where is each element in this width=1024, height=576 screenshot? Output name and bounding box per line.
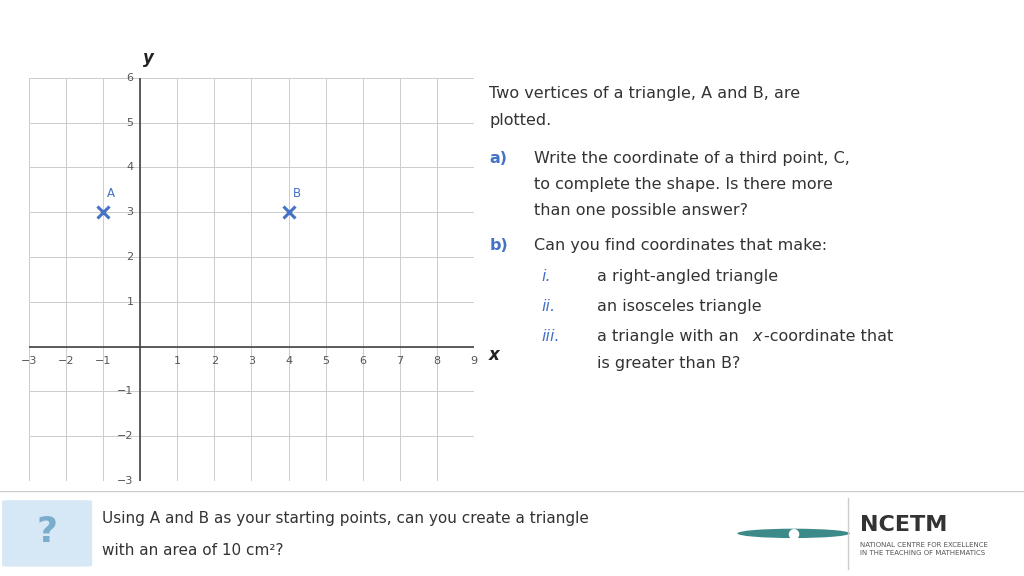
Circle shape [737, 529, 850, 538]
Text: iii.: iii. [542, 329, 560, 344]
Text: Checkpoint 6: Triangle possibilities: Checkpoint 6: Triangle possibilities [16, 26, 484, 50]
Text: plotted.: plotted. [489, 113, 552, 128]
Text: is greater than B?: is greater than B? [597, 356, 740, 371]
Text: 3: 3 [126, 207, 133, 217]
Text: with an area of 10 cm²?: with an area of 10 cm²? [102, 543, 284, 558]
Text: ii.: ii. [542, 299, 556, 314]
Text: −3: −3 [117, 476, 133, 486]
Text: a triangle with an: a triangle with an [597, 329, 743, 344]
Text: 1: 1 [174, 357, 180, 366]
Text: 2: 2 [211, 357, 218, 366]
Text: 4: 4 [285, 357, 292, 366]
Text: Can you find coordinates that make:: Can you find coordinates that make: [534, 238, 827, 253]
Text: x: x [753, 329, 762, 344]
Text: −1: −1 [117, 386, 133, 396]
Text: an isosceles triangle: an isosceles triangle [597, 299, 761, 314]
Text: 6: 6 [126, 73, 133, 83]
Text: -coordinate that: -coordinate that [764, 329, 893, 344]
Text: 6: 6 [359, 357, 367, 366]
Text: 5: 5 [126, 118, 133, 127]
Text: i.: i. [542, 269, 551, 284]
Text: a): a) [489, 151, 508, 166]
Text: 4: 4 [126, 162, 133, 172]
Text: NATIONAL CENTRE FOR EXCELLENCE
IN THE TEACHING OF MATHEMATICS: NATIONAL CENTRE FOR EXCELLENCE IN THE TE… [860, 541, 988, 556]
Text: 9: 9 [471, 357, 477, 366]
Text: 3: 3 [248, 357, 255, 366]
Text: to complete the shape. Is there more: to complete the shape. Is there more [534, 177, 833, 192]
Text: y: y [142, 48, 154, 67]
Text: 1: 1 [126, 297, 133, 307]
Text: b): b) [489, 238, 508, 253]
Text: −2: −2 [57, 357, 74, 366]
Text: 5: 5 [323, 357, 329, 366]
Text: −3: −3 [20, 357, 37, 366]
Text: ?: ? [37, 515, 57, 549]
Text: Using A and B as your starting points, can you create a triangle: Using A and B as your starting points, c… [102, 510, 589, 525]
Text: Write the coordinate of a third point, C,: Write the coordinate of a third point, C… [534, 151, 850, 166]
Text: ●: ● [787, 526, 800, 540]
Text: x: x [489, 346, 500, 363]
Text: NCETM: NCETM [860, 515, 947, 535]
Text: A: A [108, 187, 116, 200]
Text: 7: 7 [396, 357, 403, 366]
Text: B: B [293, 187, 301, 200]
Text: Two vertices of a triangle, A and B, are: Two vertices of a triangle, A and B, are [489, 86, 801, 101]
Text: than one possible answer?: than one possible answer? [534, 203, 748, 218]
Text: a right-angled triangle: a right-angled triangle [597, 269, 777, 284]
Text: 8: 8 [433, 357, 440, 366]
Text: 2: 2 [126, 252, 133, 262]
FancyBboxPatch shape [2, 500, 92, 567]
Text: −2: −2 [117, 431, 133, 441]
Text: −1: −1 [95, 357, 111, 366]
